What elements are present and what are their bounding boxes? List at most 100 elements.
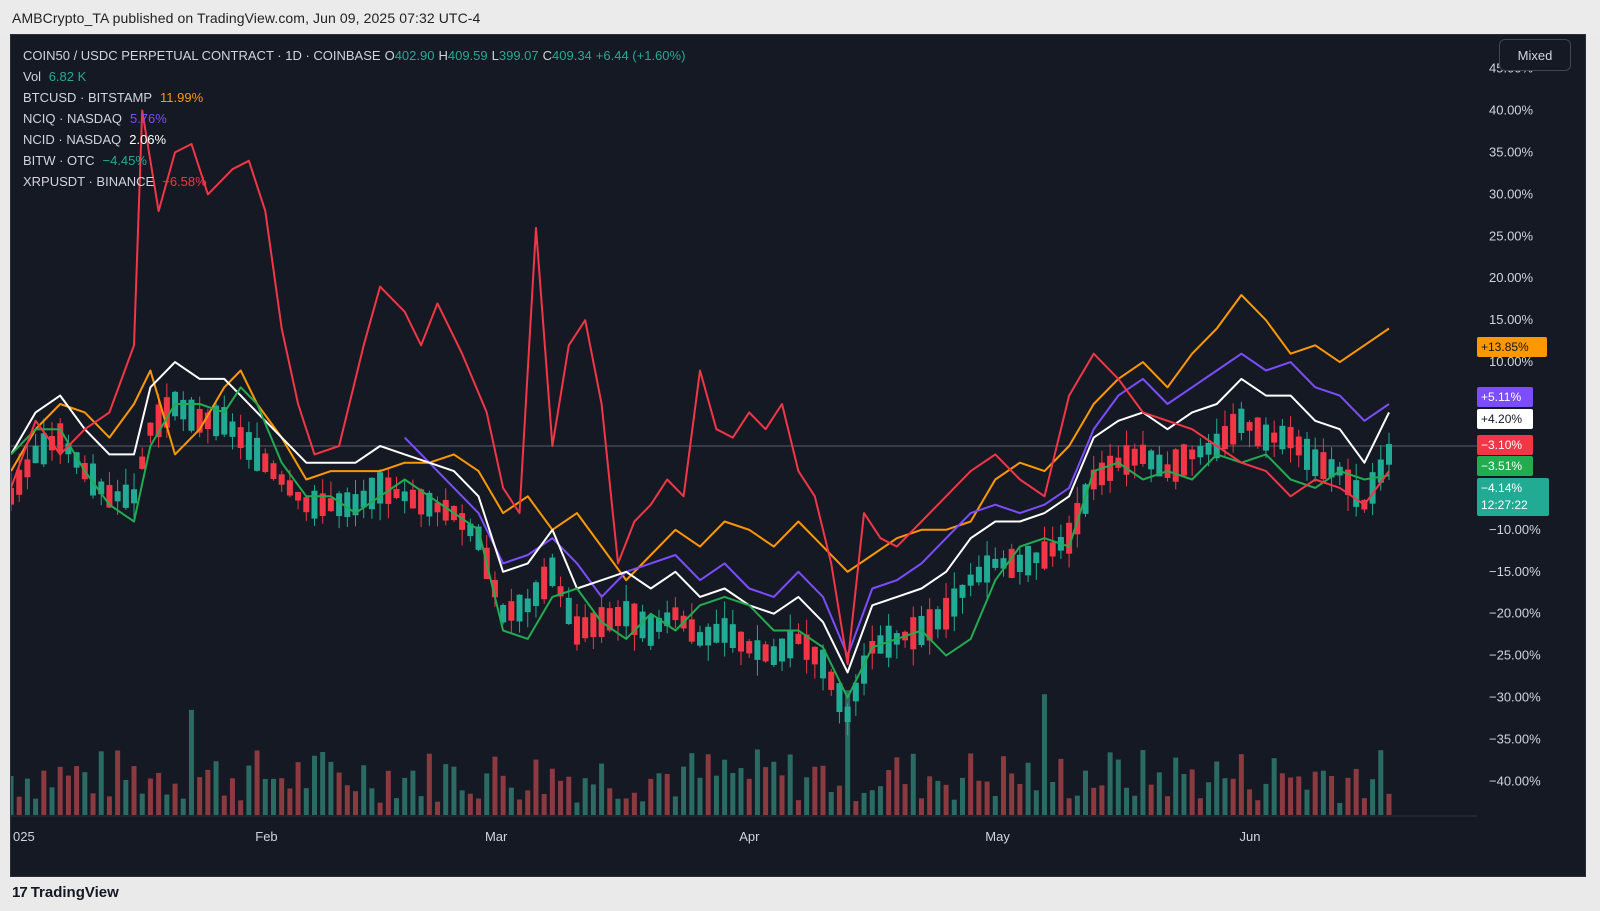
y-axis-tick-label: −30.00% xyxy=(1489,690,1541,705)
candle-body xyxy=(557,586,564,597)
volume-bar xyxy=(156,772,162,815)
candle-body xyxy=(344,492,351,518)
volume-bar xyxy=(1222,778,1228,815)
volume-bar xyxy=(1000,756,1006,815)
price-tag-label: −4.14% xyxy=(1481,481,1523,495)
candle-body xyxy=(959,584,966,598)
y-axis-tick-label: 10.00% xyxy=(1489,354,1534,369)
candle-body xyxy=(951,588,958,617)
candle-body xyxy=(270,463,277,480)
candle-body xyxy=(934,609,941,630)
candle-body xyxy=(1312,449,1319,477)
legend-series-row[interactable]: BTCUSD · BITSTAMP 11.99% xyxy=(23,87,689,108)
volume-bar xyxy=(295,762,301,815)
volume-bar xyxy=(607,788,613,815)
series-line-ncid xyxy=(11,361,1390,674)
volume-bar xyxy=(418,796,424,815)
bar-countdown: 12:27:22 xyxy=(1481,498,1528,512)
volume-bar xyxy=(377,802,383,815)
candle-body xyxy=(811,646,818,665)
volume-bar xyxy=(344,785,350,815)
candle-body xyxy=(1098,462,1105,486)
candle-body xyxy=(1156,454,1163,477)
volume-bar xyxy=(582,778,588,815)
legend-series-row[interactable]: XRPUSDT · BINANCE −6.58% xyxy=(23,171,689,192)
volume-bar xyxy=(1091,787,1097,815)
price-tag: −4.14% 12:27:22 xyxy=(1477,478,1549,516)
x-axis-tick-label: Feb xyxy=(255,829,277,844)
legend-series-row[interactable]: NCIQ · NASDAQ 5.76% xyxy=(23,108,689,129)
legend-series-name: NCIQ · NASDAQ xyxy=(23,111,122,126)
candle-body xyxy=(623,601,630,627)
chart-panel[interactable]: 45.00%40.00%35.00%30.00%25.00%20.00%15.0… xyxy=(10,34,1586,877)
volume-bar xyxy=(681,766,687,815)
volume-bar xyxy=(1345,777,1351,815)
candle-body xyxy=(943,597,950,630)
volume-bar xyxy=(106,796,112,815)
volume-bar xyxy=(385,770,391,815)
candle-body xyxy=(565,597,572,624)
volume-bar xyxy=(730,773,736,815)
series-line-btcusd xyxy=(11,294,1390,582)
candle-body xyxy=(549,557,556,586)
tradingview-logo[interactable]: 17 TradingView xyxy=(12,884,119,901)
volume-bar xyxy=(558,780,564,815)
volume-bar xyxy=(49,787,55,815)
publisher-credit: AMBCrypto_TA published on TradingView.co… xyxy=(12,10,481,26)
candle-body xyxy=(1180,444,1187,476)
tradingview-logo-text: TradingView xyxy=(30,884,119,901)
chart-canvas[interactable]: 45.00%40.00%35.00%30.00%25.00%20.00%15.0… xyxy=(11,35,1586,877)
volume-bar xyxy=(623,798,629,815)
candle-body xyxy=(500,604,507,623)
volume-bar xyxy=(1173,757,1179,815)
legend-high-value: 409.59 xyxy=(447,48,488,63)
volume-bar xyxy=(902,784,908,815)
candle-body xyxy=(1238,408,1245,433)
volume-bar xyxy=(590,784,596,815)
volume-bar xyxy=(1189,769,1195,815)
volume-bar xyxy=(959,777,965,815)
volume-bar xyxy=(525,790,531,815)
legend-volume-row[interactable]: Vol 6.82 K xyxy=(23,66,689,87)
y-axis-tick-label: −35.00% xyxy=(1489,732,1541,747)
legend-series-name: XRPUSDT · BINANCE xyxy=(23,174,155,189)
series-line-xrpusdt xyxy=(11,109,1390,665)
candle-body xyxy=(975,566,982,583)
candle-body xyxy=(213,405,220,437)
legend-series-row[interactable]: NCID · NASDAQ 2.06% xyxy=(23,129,689,150)
volume-bar xyxy=(886,770,892,815)
tradingview-mark-icon: 17 xyxy=(12,884,28,901)
candle-body xyxy=(705,626,712,646)
legend-close-value: 409.34 xyxy=(552,48,592,63)
candle-body xyxy=(1287,426,1294,449)
volume-bar xyxy=(615,798,621,815)
candle-body xyxy=(418,489,425,515)
volume-bar xyxy=(1353,768,1359,815)
mixed-scale-button[interactable]: Mixed xyxy=(1499,39,1571,71)
candle-body xyxy=(221,407,228,435)
candle-body xyxy=(278,474,285,485)
volume-bar xyxy=(746,778,752,815)
candle-body xyxy=(697,632,703,646)
candle-body xyxy=(1328,459,1335,478)
volume-bar xyxy=(402,777,408,815)
volume-bar xyxy=(1386,793,1392,815)
legend-series-row[interactable]: BITW · OTC −4.45% xyxy=(23,150,689,171)
candle-body xyxy=(787,630,794,659)
legend-series-name: NCID · NASDAQ xyxy=(23,132,122,147)
candle-body xyxy=(98,481,105,495)
volume-bar xyxy=(1247,789,1253,815)
volume-bar xyxy=(1361,798,1367,815)
candle-body xyxy=(1221,426,1228,450)
candle-body xyxy=(590,612,597,638)
volume-bar xyxy=(65,775,71,815)
volume-bar xyxy=(394,798,400,815)
volume-bar xyxy=(1165,796,1171,815)
legend-main-row[interactable]: COIN50 / USDC PERPETUAL CONTRACT · 1D · … xyxy=(23,45,689,66)
volume-bar xyxy=(1197,798,1203,815)
candle-body xyxy=(1197,445,1204,458)
series-line-nciq xyxy=(403,352,1390,657)
volume-bar xyxy=(476,798,482,815)
volume-bar xyxy=(517,799,523,815)
volume-bar xyxy=(787,754,793,815)
